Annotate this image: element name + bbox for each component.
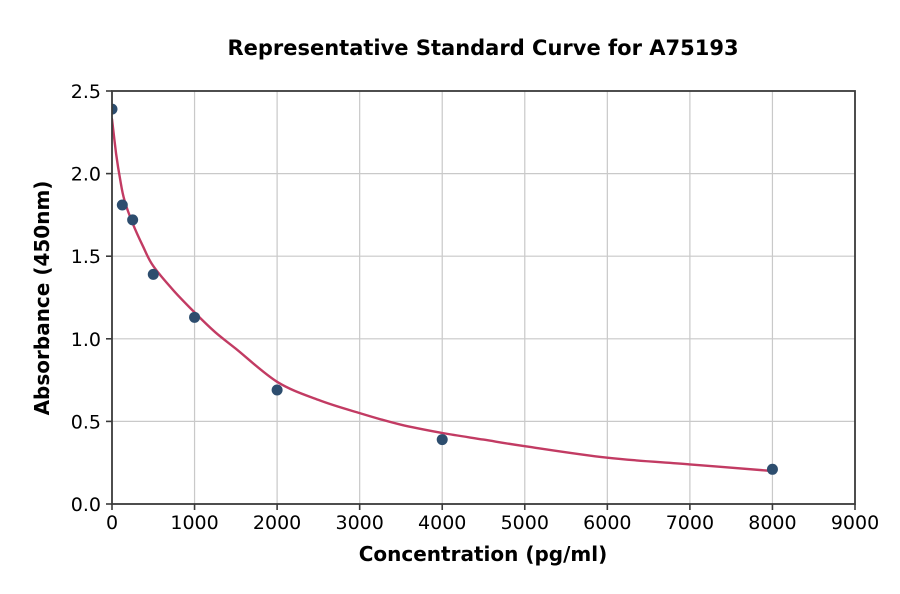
- data-point: [271, 384, 283, 396]
- plot-border: [111, 90, 856, 505]
- x-tick-label: 7000: [666, 512, 714, 534]
- y-tick-label: 0.0: [71, 494, 101, 516]
- axis-ticks: 0 1000 2000 3000 4000 5000 6000 7000 8000 9000 0.0…: [71, 81, 879, 534]
- x-tick-label: 4000: [418, 512, 466, 534]
- chart-title: Representative Standard Curve for A75193: [227, 36, 738, 60]
- y-tick-label: 1.0: [71, 329, 101, 351]
- data-point: [436, 434, 448, 446]
- x-axis-label: Concentration (pg/ml): [359, 542, 608, 566]
- x-tick-label: 9000: [831, 512, 879, 534]
- data-point: [127, 214, 139, 226]
- x-tick-label: 8000: [748, 512, 796, 534]
- x-tick-label: 0: [106, 512, 118, 534]
- data-point: [189, 311, 201, 323]
- x-tick-label: 2000: [253, 512, 301, 534]
- x-tick-label: 1000: [170, 512, 218, 534]
- y-tick-label: 2.5: [71, 81, 101, 103]
- fit-curve: [112, 117, 774, 473]
- x-tick-label: 5000: [501, 512, 549, 534]
- y-tick-label: 2.0: [71, 164, 101, 186]
- x-tick-label: 6000: [583, 512, 631, 534]
- gridlines: [112, 91, 855, 504]
- y-axis-label: Absorbance (450nm): [30, 181, 54, 416]
- data-point: [116, 199, 128, 211]
- y-tick-label: 1.5: [71, 246, 101, 268]
- data-point: [112, 103, 118, 115]
- x-tick-label: 3000: [335, 512, 383, 534]
- y-tick-label: 0.5: [71, 411, 101, 433]
- data-point: [766, 463, 778, 475]
- plot-series-layer: [112, 103, 778, 475]
- data-point: [147, 268, 159, 280]
